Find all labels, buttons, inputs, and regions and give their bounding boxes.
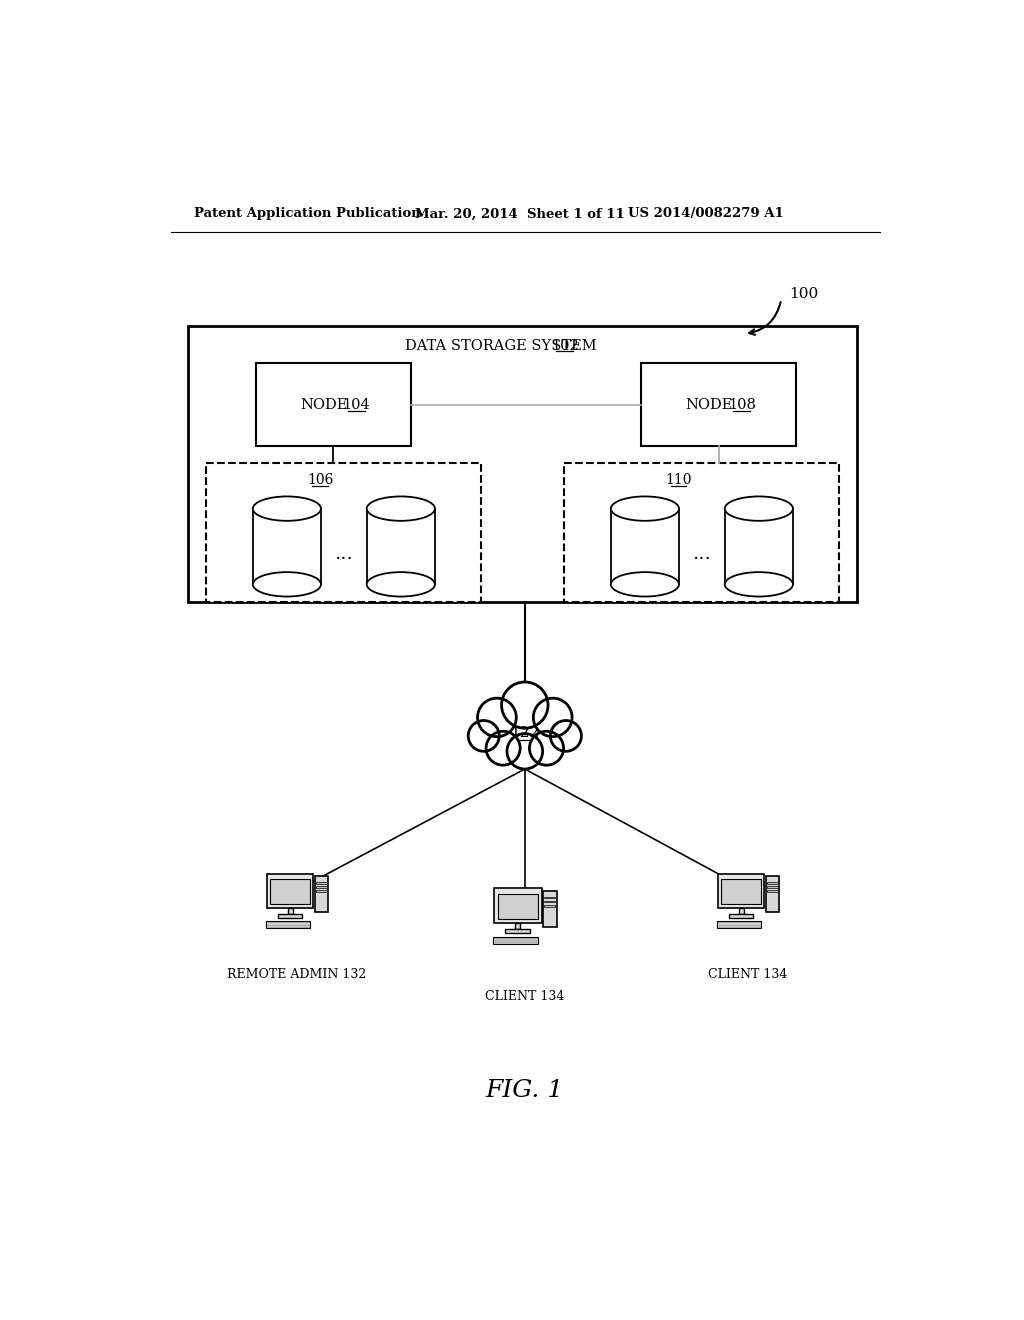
Ellipse shape xyxy=(367,572,435,597)
Text: Patent Application Publication: Patent Application Publication xyxy=(194,207,421,220)
Bar xyxy=(767,890,778,891)
Bar xyxy=(278,913,302,917)
Bar xyxy=(543,891,557,927)
Bar xyxy=(563,463,839,602)
Text: NODE: NODE xyxy=(300,397,348,412)
Ellipse shape xyxy=(367,496,435,521)
Bar xyxy=(738,908,743,913)
Text: NODE: NODE xyxy=(685,397,733,412)
Bar xyxy=(515,923,520,929)
Bar xyxy=(767,882,778,883)
Text: DATA STORAGE SYSTEM: DATA STORAGE SYSTEM xyxy=(406,339,597,354)
Text: 110: 110 xyxy=(665,474,691,487)
Bar xyxy=(267,874,313,908)
Bar xyxy=(316,890,327,891)
Bar xyxy=(316,882,327,883)
Bar xyxy=(316,886,327,887)
Circle shape xyxy=(534,698,572,737)
Bar xyxy=(545,896,555,898)
Text: 100: 100 xyxy=(790,286,818,301)
Bar xyxy=(767,886,778,887)
Polygon shape xyxy=(611,508,679,585)
Ellipse shape xyxy=(253,496,321,521)
Circle shape xyxy=(502,682,548,729)
Text: 104: 104 xyxy=(343,397,371,412)
Circle shape xyxy=(486,731,520,766)
Text: 102: 102 xyxy=(551,339,579,354)
Ellipse shape xyxy=(725,572,793,597)
Circle shape xyxy=(507,734,543,770)
Text: CLIENT 134: CLIENT 134 xyxy=(485,990,564,1003)
Text: Mar. 20, 2014  Sheet 1 of 11: Mar. 20, 2014 Sheet 1 of 11 xyxy=(415,207,625,220)
Bar xyxy=(545,900,555,903)
Polygon shape xyxy=(725,508,793,585)
Text: 108: 108 xyxy=(728,397,756,412)
Circle shape xyxy=(468,721,500,751)
Text: 122: 122 xyxy=(510,726,540,739)
Bar xyxy=(545,904,555,907)
Circle shape xyxy=(477,698,516,737)
Ellipse shape xyxy=(253,572,321,597)
Bar xyxy=(495,888,542,923)
Text: REMOTE ADMIN 132: REMOTE ADMIN 132 xyxy=(227,968,367,981)
Text: CLIENT 134: CLIENT 134 xyxy=(709,968,787,981)
Circle shape xyxy=(550,721,582,751)
Ellipse shape xyxy=(611,496,679,521)
Polygon shape xyxy=(367,508,435,585)
Ellipse shape xyxy=(611,572,679,597)
Bar xyxy=(288,908,293,913)
Bar xyxy=(721,879,761,904)
Text: US 2014/0082279 A1: US 2014/0082279 A1 xyxy=(628,207,783,220)
Bar xyxy=(256,363,411,446)
Bar xyxy=(729,913,754,917)
Bar xyxy=(265,921,310,928)
Bar xyxy=(641,363,796,446)
Bar xyxy=(505,929,530,933)
Bar xyxy=(493,937,538,944)
Polygon shape xyxy=(253,508,321,585)
Bar xyxy=(188,326,857,602)
Text: ...: ... xyxy=(334,545,353,564)
Bar xyxy=(270,879,310,904)
Ellipse shape xyxy=(725,496,793,521)
Text: ...: ... xyxy=(692,545,711,564)
Text: 106: 106 xyxy=(307,474,334,487)
Circle shape xyxy=(529,731,563,766)
Bar xyxy=(206,463,480,602)
Bar xyxy=(718,874,764,908)
Bar xyxy=(766,876,779,912)
Bar xyxy=(498,894,538,920)
Bar xyxy=(314,876,329,912)
Bar xyxy=(717,921,761,928)
Text: FIG. 1: FIG. 1 xyxy=(485,1078,564,1102)
